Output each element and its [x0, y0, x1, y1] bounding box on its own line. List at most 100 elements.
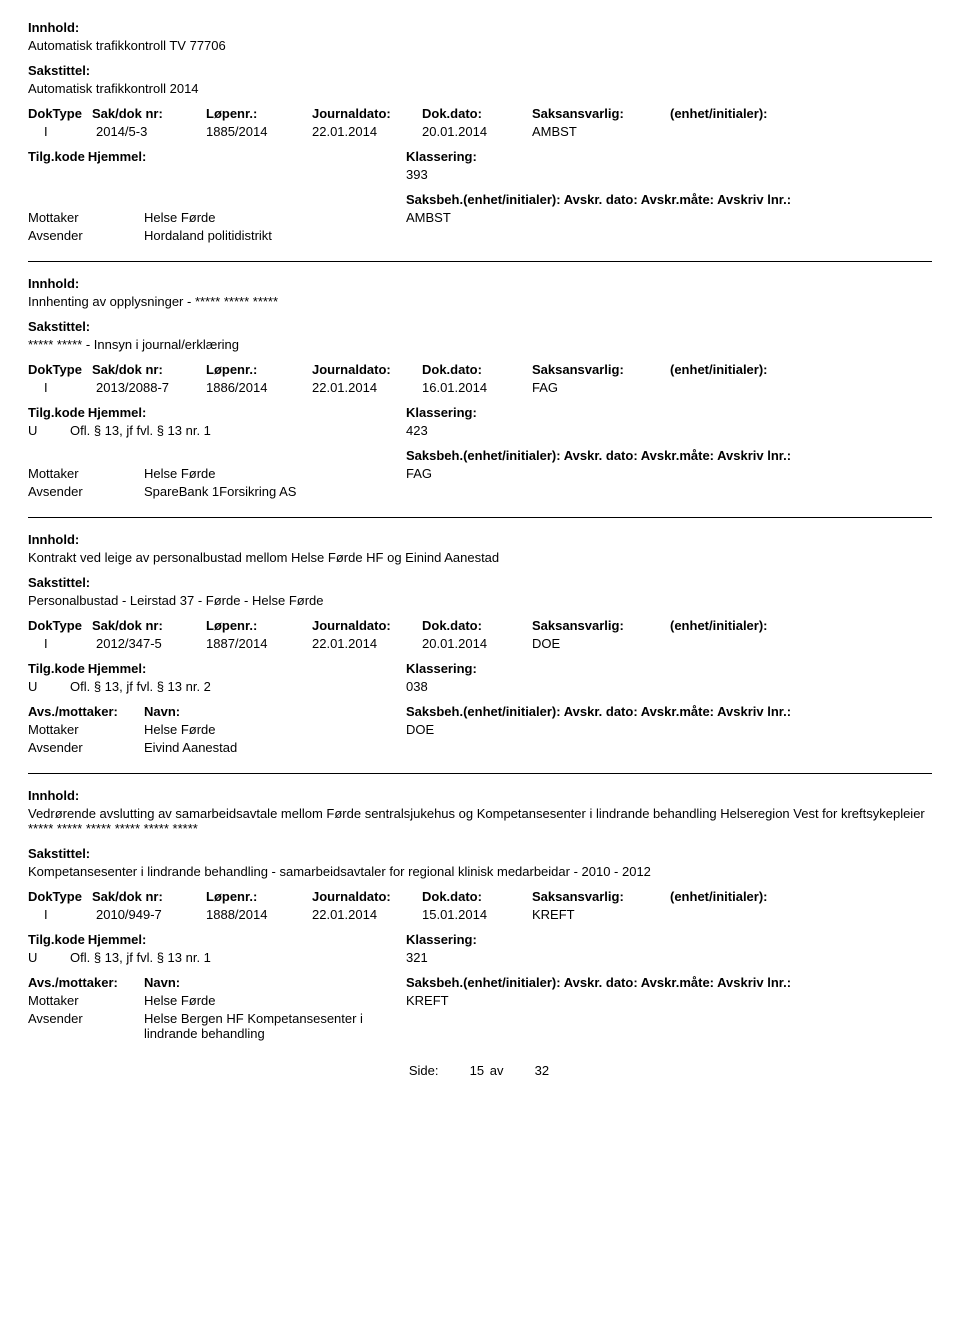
party-role: Mottaker — [28, 993, 144, 1008]
sakdoknr-header: Sak/dok nr: — [92, 889, 206, 904]
party-name: Helse Førde — [144, 466, 406, 481]
lopenr-header: Løpenr.: — [206, 362, 312, 377]
saksansvarlig-header: Saksansvarlig: — [532, 889, 670, 904]
doktype-value: I — [28, 907, 96, 922]
sakstittel-value: ***** ***** - Innsyn i journal/erklæring — [28, 337, 932, 352]
doktype-value: I — [28, 380, 96, 395]
sakdoknr-header: Sak/dok nr: — [92, 106, 206, 121]
klassering-header: Klassering: — [406, 932, 932, 947]
hjemmel-value: Ofl. § 13, jf fvl. § 13 nr. 2 — [70, 679, 406, 694]
party-row: MottakerHelse FørdeAMBST — [28, 210, 932, 225]
dokdato-value: 15.01.2014 — [422, 907, 532, 922]
dokdato-value: 20.01.2014 — [422, 636, 532, 651]
party-role: Avsender — [28, 1011, 144, 1041]
journaldato-value: 22.01.2014 — [312, 636, 422, 651]
party-row: AvsenderEivind Aanestad — [28, 740, 932, 755]
saksansvarlig-value: DOE — [532, 636, 670, 651]
sakdoknr-value: 2013/2088-7 — [96, 380, 206, 395]
sakstittel-label: Sakstittel: — [28, 63, 932, 78]
party-row: AvsenderSpareBank 1Forsikring AS — [28, 484, 932, 499]
dokdato-header: Dok.dato: — [422, 618, 532, 633]
dokdato-header: Dok.dato: — [422, 889, 532, 904]
innhold-value: Innhenting av opplysninger - ***** *****… — [28, 294, 932, 309]
dokdato-header: Dok.dato: — [422, 106, 532, 121]
klassering-header: Klassering: — [406, 149, 932, 164]
enhet-header: (enhet/initialer): — [670, 106, 932, 121]
journaldato-value: 22.01.2014 — [312, 380, 422, 395]
sakdoknr-value: 2010/949-7 — [96, 907, 206, 922]
footer-side-label: Side: — [409, 1063, 439, 1078]
saksbeh-avskr-header: Saksbeh.(enhet/initialer): Avskr. dato: … — [406, 704, 932, 719]
innhold-label: Innhold: — [28, 788, 932, 803]
sakstittel-value: Personalbustad - Leirstad 37 - Førde - H… — [28, 593, 932, 608]
sakstittel-label: Sakstittel: — [28, 575, 932, 590]
saksansvarlig-header: Saksansvarlig: — [532, 106, 670, 121]
journal-record: Innhold:Automatisk trafikkontroll TV 777… — [28, 20, 932, 262]
tilg-header-row: Tilg.kodeHjemmel:Klassering: — [28, 149, 932, 164]
navn-header — [144, 448, 406, 463]
party-saksbeh — [406, 1011, 932, 1041]
tilgkode-value: U — [28, 950, 70, 965]
lopenr-value: 1888/2014 — [206, 907, 312, 922]
journaldato-header: Journaldato: — [312, 618, 422, 633]
journal-values-row: I2014/5-31885/201422.01.201420.01.2014AM… — [28, 124, 932, 139]
avsmottaker-header: Avs./mottaker: — [28, 975, 144, 990]
journal-header-row: DokTypeSak/dok nr:Løpenr.:Journaldato:Do… — [28, 362, 932, 377]
journaldato-value: 22.01.2014 — [312, 907, 422, 922]
saksansvarlig-value: KREFT — [532, 907, 670, 922]
party-name: Helse Bergen HF Kompetansesenter i lindr… — [144, 1011, 406, 1041]
saksansvarlig-header: Saksansvarlig: — [532, 362, 670, 377]
tilg-header-row: Tilg.kodeHjemmel:Klassering: — [28, 661, 932, 676]
journal-record: Innhold: Innhenting av opplysninger - ***… — [28, 276, 932, 518]
party-saksbeh: KREFT — [406, 993, 932, 1008]
party-name: Eivind Aanestad — [144, 740, 406, 755]
party-saksbeh — [406, 740, 932, 755]
party-row: AvsenderHelse Bergen HF Kompetansesenter… — [28, 1011, 932, 1041]
saksansvarlig-value: AMBST — [532, 124, 670, 139]
party-saksbeh: AMBST — [406, 210, 932, 225]
party-role: Mottaker — [28, 722, 144, 737]
enhet-header: (enhet/initialer): — [670, 889, 932, 904]
sakstittel-value: Kompetansesenter i lindrande behandling … — [28, 864, 932, 879]
saksansvarlig-header: Saksansvarlig: — [532, 618, 670, 633]
footer-total-pages: 32 — [513, 1063, 549, 1078]
tilg-header-row: Tilg.kodeHjemmel:Klassering: — [28, 932, 932, 947]
party-name: SpareBank 1Forsikring AS — [144, 484, 406, 499]
party-role: Avsender — [28, 740, 144, 755]
doktype-value: I — [28, 636, 96, 651]
sakdoknr-value: 2014/5-3 — [96, 124, 206, 139]
party-row: MottakerHelse FørdeFAG — [28, 466, 932, 481]
avsmottaker-header-row: Avs./mottaker:Navn:Saksbeh.(enhet/initia… — [28, 704, 932, 719]
footer-page-number: 15 — [448, 1063, 484, 1078]
klassering-value: 423 — [406, 423, 932, 438]
navn-header — [144, 192, 406, 207]
avsmottaker-header-row: Saksbeh.(enhet/initialer): Avskr. dato: … — [28, 192, 932, 207]
dokdato-value: 16.01.2014 — [422, 380, 532, 395]
journaldato-value: 22.01.2014 — [312, 124, 422, 139]
innhold-label: Innhold: — [28, 20, 932, 35]
party-saksbeh — [406, 484, 932, 499]
party-row: AvsenderHordaland politidistrikt — [28, 228, 932, 243]
tilgkode-value — [28, 167, 70, 182]
doktype-header: DokType — [28, 889, 92, 904]
avsmottaker-header-row: Saksbeh.(enhet/initialer): Avskr. dato: … — [28, 448, 932, 463]
lopenr-header: Løpenr.: — [206, 889, 312, 904]
saksbeh-avskr-header: Saksbeh.(enhet/initialer): Avskr. dato: … — [406, 975, 932, 990]
journaldato-header: Journaldato: — [312, 106, 422, 121]
party-saksbeh: FAG — [406, 466, 932, 481]
lopenr-header: Løpenr.: — [206, 618, 312, 633]
sakstittel-label: Sakstittel: — [28, 846, 932, 861]
hjemmel-value — [70, 167, 406, 182]
journal-values-row: I2012/347-51887/201422.01.201420.01.2014… — [28, 636, 932, 651]
sakdoknr-header: Sak/dok nr: — [92, 618, 206, 633]
tilg-values-row: UOfl. § 13, jf fvl. § 13 nr. 2038 — [28, 679, 932, 694]
saksbeh-avskr-header: Saksbeh.(enhet/initialer): Avskr. dato: … — [406, 448, 932, 463]
party-row: MottakerHelse FørdeKREFT — [28, 993, 932, 1008]
journaldato-header: Journaldato: — [312, 362, 422, 377]
hjemmel-value: Ofl. § 13, jf fvl. § 13 nr. 1 — [70, 950, 406, 965]
innhold-label: Innhold: — [28, 276, 932, 291]
navn-header: Navn: — [144, 704, 406, 719]
journal-record: Innhold:Vedrørende avslutting av samarbe… — [28, 788, 932, 1041]
doktype-header: DokType — [28, 106, 92, 121]
klassering-value: 038 — [406, 679, 932, 694]
